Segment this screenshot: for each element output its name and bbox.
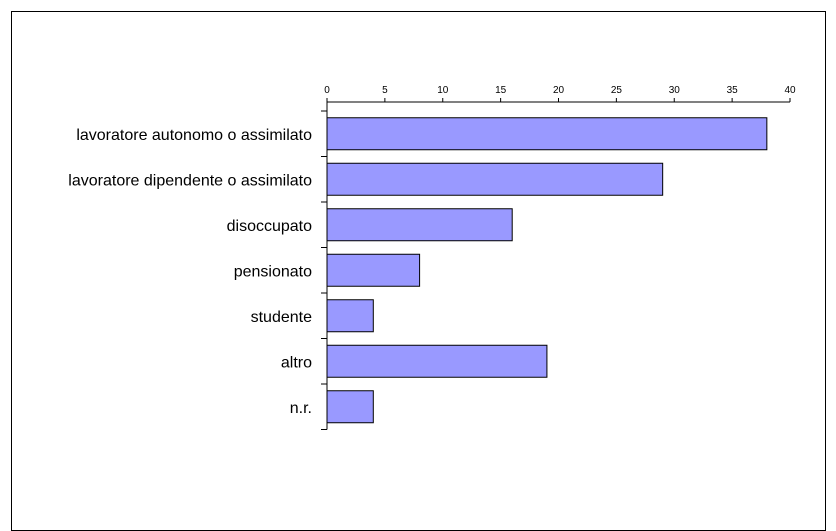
category-label: lavoratore dipendente o assimilato <box>68 172 312 189</box>
x-tick-label: 5 <box>382 85 388 96</box>
category-label: disoccupato <box>227 218 312 235</box>
category-label: studente <box>251 309 312 326</box>
bars <box>326 117 768 424</box>
category-label: lavoratore autonomo o assimilato <box>76 127 312 144</box>
category-label: n.r. <box>290 400 312 417</box>
bar <box>326 162 664 196</box>
x-tick-label: 20 <box>553 85 565 96</box>
x-tick-label: 40 <box>784 85 796 96</box>
y-axis: lavoratore autonomo o assimilato lavorato… <box>68 102 328 430</box>
bar <box>326 390 374 424</box>
bar <box>326 208 513 242</box>
x-tick-label: 15 <box>495 85 507 96</box>
x-tick-label: 0 <box>324 85 330 96</box>
bar <box>326 117 768 151</box>
bar <box>326 253 421 287</box>
bar <box>326 299 374 333</box>
category-label: pensionato <box>234 263 312 280</box>
bar <box>326 344 548 378</box>
x-tick-label: 30 <box>669 85 681 96</box>
x-tick-label: 10 <box>437 85 449 96</box>
category-label: altro <box>281 354 312 371</box>
x-tick-label: 25 <box>611 85 623 96</box>
x-axis: 0 5 10 15 20 25 30 35 40 <box>324 85 796 103</box>
x-tick-label: 35 <box>727 85 739 96</box>
